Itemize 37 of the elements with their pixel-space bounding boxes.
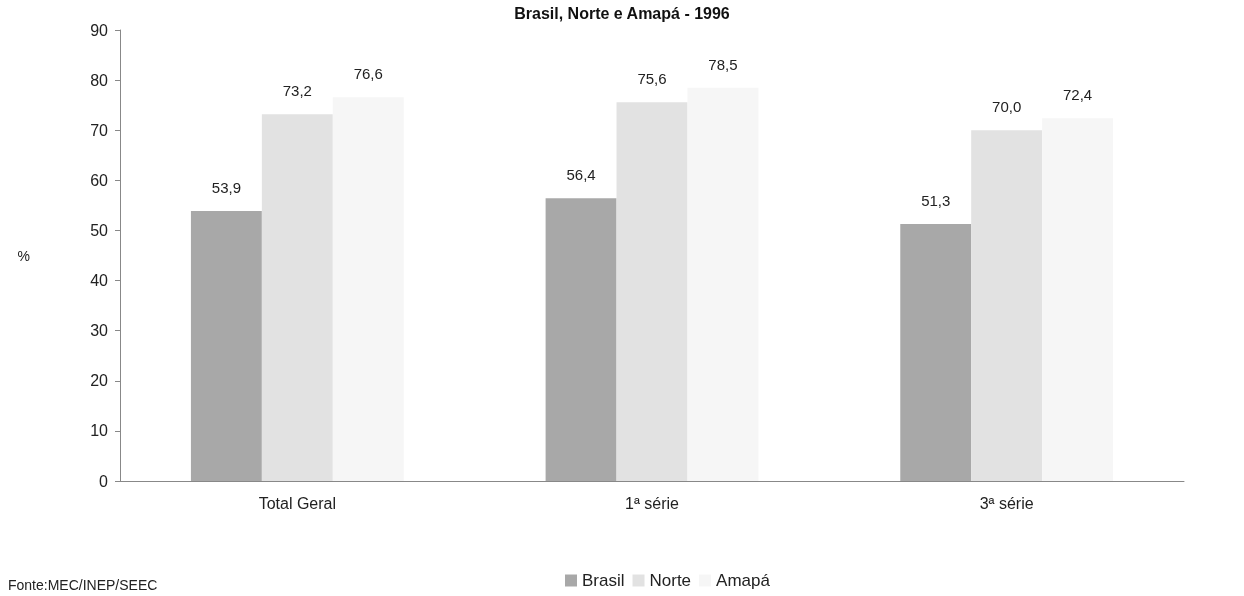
chart-title: Brasil, Norte e Amapá - 1996 [514, 4, 730, 22]
bar [190, 210, 262, 481]
x-tick-label: 1ª série [625, 494, 680, 512]
data-label: 78,5 [708, 55, 738, 73]
bar [687, 87, 759, 481]
legend-label: Norte [649, 571, 692, 590]
data-label: 75,6 [637, 70, 667, 88]
bar [616, 102, 688, 481]
bar [261, 114, 333, 481]
bar [545, 198, 617, 481]
y-tick-label: 30 [90, 322, 109, 340]
legend-label: Amapá [716, 571, 771, 590]
data-label: 70,0 [992, 98, 1022, 116]
bar [332, 97, 404, 481]
y-tick-label: 80 [90, 71, 109, 89]
y-tick-label: 20 [90, 372, 109, 390]
y-tick-label: 40 [90, 272, 109, 290]
y-tick-label: 0 [99, 472, 109, 490]
bar [900, 223, 972, 481]
y-tick-label: 90 [90, 21, 109, 39]
data-label: 51,3 [921, 191, 951, 209]
y-axis-title: % [17, 247, 30, 264]
y-tick-label: 60 [90, 171, 109, 189]
data-label: 73,2 [282, 82, 312, 100]
y-tick-label: 10 [90, 422, 109, 440]
bar [1042, 118, 1114, 481]
bar [971, 130, 1043, 481]
y-tick-label: 50 [90, 221, 109, 239]
source-note: Fonte:MEC/INEP/SEEC [8, 577, 158, 593]
data-label: 53,9 [211, 178, 241, 196]
legend-label: Brasil [582, 571, 625, 590]
x-tick-label: 3ª série [979, 494, 1034, 512]
data-label: 76,6 [353, 65, 383, 83]
data-label: 56,4 [566, 166, 596, 184]
y-tick-label: 70 [90, 121, 109, 139]
data-label: 72,4 [1063, 86, 1093, 104]
x-tick-label: Total Geral [258, 494, 337, 512]
